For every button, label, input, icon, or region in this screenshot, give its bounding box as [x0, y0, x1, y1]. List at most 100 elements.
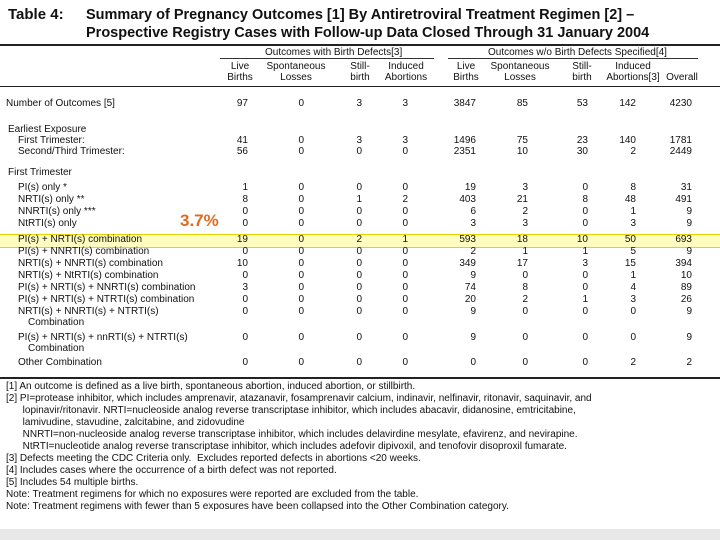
table-cell: 0 — [356, 218, 362, 229]
row-label: NtRTI(s) only — [18, 218, 77, 229]
header-rule — [0, 86, 720, 87]
table-cell: 3 — [356, 98, 362, 109]
row-label-continued: Combination — [28, 317, 85, 328]
footnote-line: [1] An outcome is defined as a live birt… — [6, 381, 416, 392]
table-cell: 9 — [686, 246, 692, 257]
table-cell: 30 — [576, 146, 588, 157]
row-label: NRTI(s) + NNRTI(s) + NTRTI(s) — [18, 306, 159, 317]
table-cell: 0 — [242, 218, 248, 229]
table-cell: 0 — [582, 282, 588, 293]
footnote-line: lamivudine, stavudine, zalcitabine, and … — [6, 417, 245, 428]
table-cell: 9 — [470, 270, 476, 281]
row-label: NRTI(s) + NtRTI(s) combination — [18, 270, 159, 281]
table-bottom-rule — [0, 377, 720, 379]
table-cell: 2 — [522, 206, 528, 217]
table-cell: 9 — [470, 332, 476, 343]
table-cell: 0 — [402, 182, 408, 193]
table-cell: 0 — [356, 182, 362, 193]
table-cell: 3 — [630, 294, 636, 305]
table-cell: 0 — [582, 182, 588, 193]
table-cell: 3 — [470, 218, 476, 229]
group-header-with-defects: Outcomes with Birth Defects[3] — [265, 47, 403, 58]
table-cell: 8 — [630, 182, 636, 193]
table-cell: 18 — [516, 234, 528, 245]
table-cell: 0 — [630, 306, 636, 317]
table-cell: 97 — [236, 98, 248, 109]
table-cell: 1781 — [669, 135, 692, 146]
table-cell: 0 — [242, 246, 248, 257]
table-cell: 0 — [402, 294, 408, 305]
table-cell: 0 — [582, 357, 588, 368]
table-cell: 17 — [516, 258, 528, 269]
table-cell: 3 — [582, 258, 588, 269]
table-title-line2: Prospective Registry Cases with Follow-u… — [86, 25, 650, 41]
col-live-births-2: Live Births — [453, 61, 479, 83]
table-cell: 0 — [298, 306, 304, 317]
table-cell: 89 — [680, 282, 692, 293]
table-cell: 31 — [680, 182, 692, 193]
table-cell: 75 — [516, 135, 528, 146]
table-cell: 10 — [680, 270, 692, 281]
table-cell: 0 — [298, 206, 304, 217]
table-cell: 403 — [459, 194, 476, 205]
table-cell: 3 — [402, 135, 408, 146]
table-cell: 0 — [356, 146, 362, 157]
table-cell: 0 — [582, 332, 588, 343]
table-cell: 0 — [522, 270, 528, 281]
table-cell: 4 — [630, 282, 636, 293]
footnote-line: Note: Treatment regimens with fewer than… — [6, 501, 509, 512]
table-cell: 0 — [298, 357, 304, 368]
table-cell: 1 — [522, 246, 528, 257]
group2-underline — [448, 58, 698, 59]
table-cell: 9 — [686, 306, 692, 317]
table-label: Table 4: — [8, 6, 64, 23]
table-cell: 0 — [298, 234, 304, 245]
table-cell: 0 — [298, 182, 304, 193]
table-title-line1: Summary of Pregnancy Outcomes [1] By Ant… — [86, 7, 635, 23]
table-cell: 0 — [356, 306, 362, 317]
col-live-births-1: Live Births — [227, 61, 253, 83]
table-cell: 8 — [522, 282, 528, 293]
table-cell: 1 — [402, 234, 408, 245]
row-label: First Trimester — [8, 167, 72, 178]
table-cell: 9 — [686, 206, 692, 217]
table-cell: 1 — [242, 182, 248, 193]
table-cell: 593 — [459, 234, 476, 245]
table-cell: 0 — [402, 282, 408, 293]
table-cell: 48 — [624, 194, 636, 205]
footnote-line: [5] Includes 54 multiple births. — [6, 477, 139, 488]
table-cell: 1 — [356, 194, 362, 205]
row-label: PI(s) + NRTI(s) + NNRTI(s) combination — [18, 282, 196, 293]
table-cell: 2 — [630, 357, 636, 368]
table-cell: 1496 — [453, 135, 476, 146]
table-cell: 0 — [582, 270, 588, 281]
table-cell: 0 — [582, 306, 588, 317]
table-cell: 0 — [298, 332, 304, 343]
table-cell: 56 — [236, 146, 248, 157]
table-cell: 1 — [630, 270, 636, 281]
row-label: Number of Outcomes [5] — [6, 98, 115, 109]
table-cell: 0 — [242, 332, 248, 343]
table-title: Summary of Pregnancy Outcomes [1] By Ant… — [86, 6, 716, 42]
table-cell: 6 — [470, 206, 476, 217]
row-label: Earliest Exposure — [8, 124, 87, 135]
table-cell: 0 — [402, 206, 408, 217]
table-cell: 491 — [675, 194, 692, 205]
table-cell: 3 — [356, 135, 362, 146]
table-cell: 8 — [242, 194, 248, 205]
row-label: NRTI(s) only ** — [18, 194, 85, 205]
table-cell: 9 — [686, 332, 692, 343]
col-spont-losses-2: Spontaneous Losses — [490, 61, 550, 83]
row-label: PI(s) + NRTI(s) + nnRTI(s) + NTRTI(s) — [18, 332, 188, 343]
col-induced-1: Induced Abortions — [384, 61, 428, 83]
table-cell: 0 — [356, 282, 362, 293]
col-spont-losses-1: Spontaneous Losses — [266, 61, 326, 83]
table-cell: 0 — [356, 246, 362, 257]
table-cell: 0 — [402, 332, 408, 343]
table-cell: 0 — [582, 218, 588, 229]
row-label: First Trimester: — [18, 135, 85, 146]
group-header-without-defects: Outcomes w/o Birth Defects Specified[4] — [488, 47, 667, 58]
table-cell: 0 — [470, 357, 476, 368]
table-cell: 0 — [402, 306, 408, 317]
table-cell: 2 — [630, 146, 636, 157]
